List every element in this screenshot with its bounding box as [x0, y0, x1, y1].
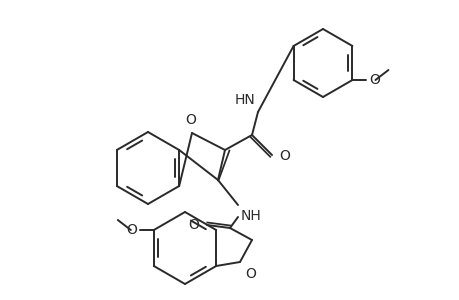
Text: O: O — [185, 113, 196, 127]
Text: O: O — [126, 223, 136, 237]
Text: O: O — [245, 267, 255, 281]
Text: NH: NH — [241, 209, 261, 223]
Text: O: O — [188, 218, 199, 232]
Text: HN: HN — [234, 93, 254, 107]
Text: O: O — [279, 149, 289, 163]
Text: O: O — [369, 73, 380, 87]
